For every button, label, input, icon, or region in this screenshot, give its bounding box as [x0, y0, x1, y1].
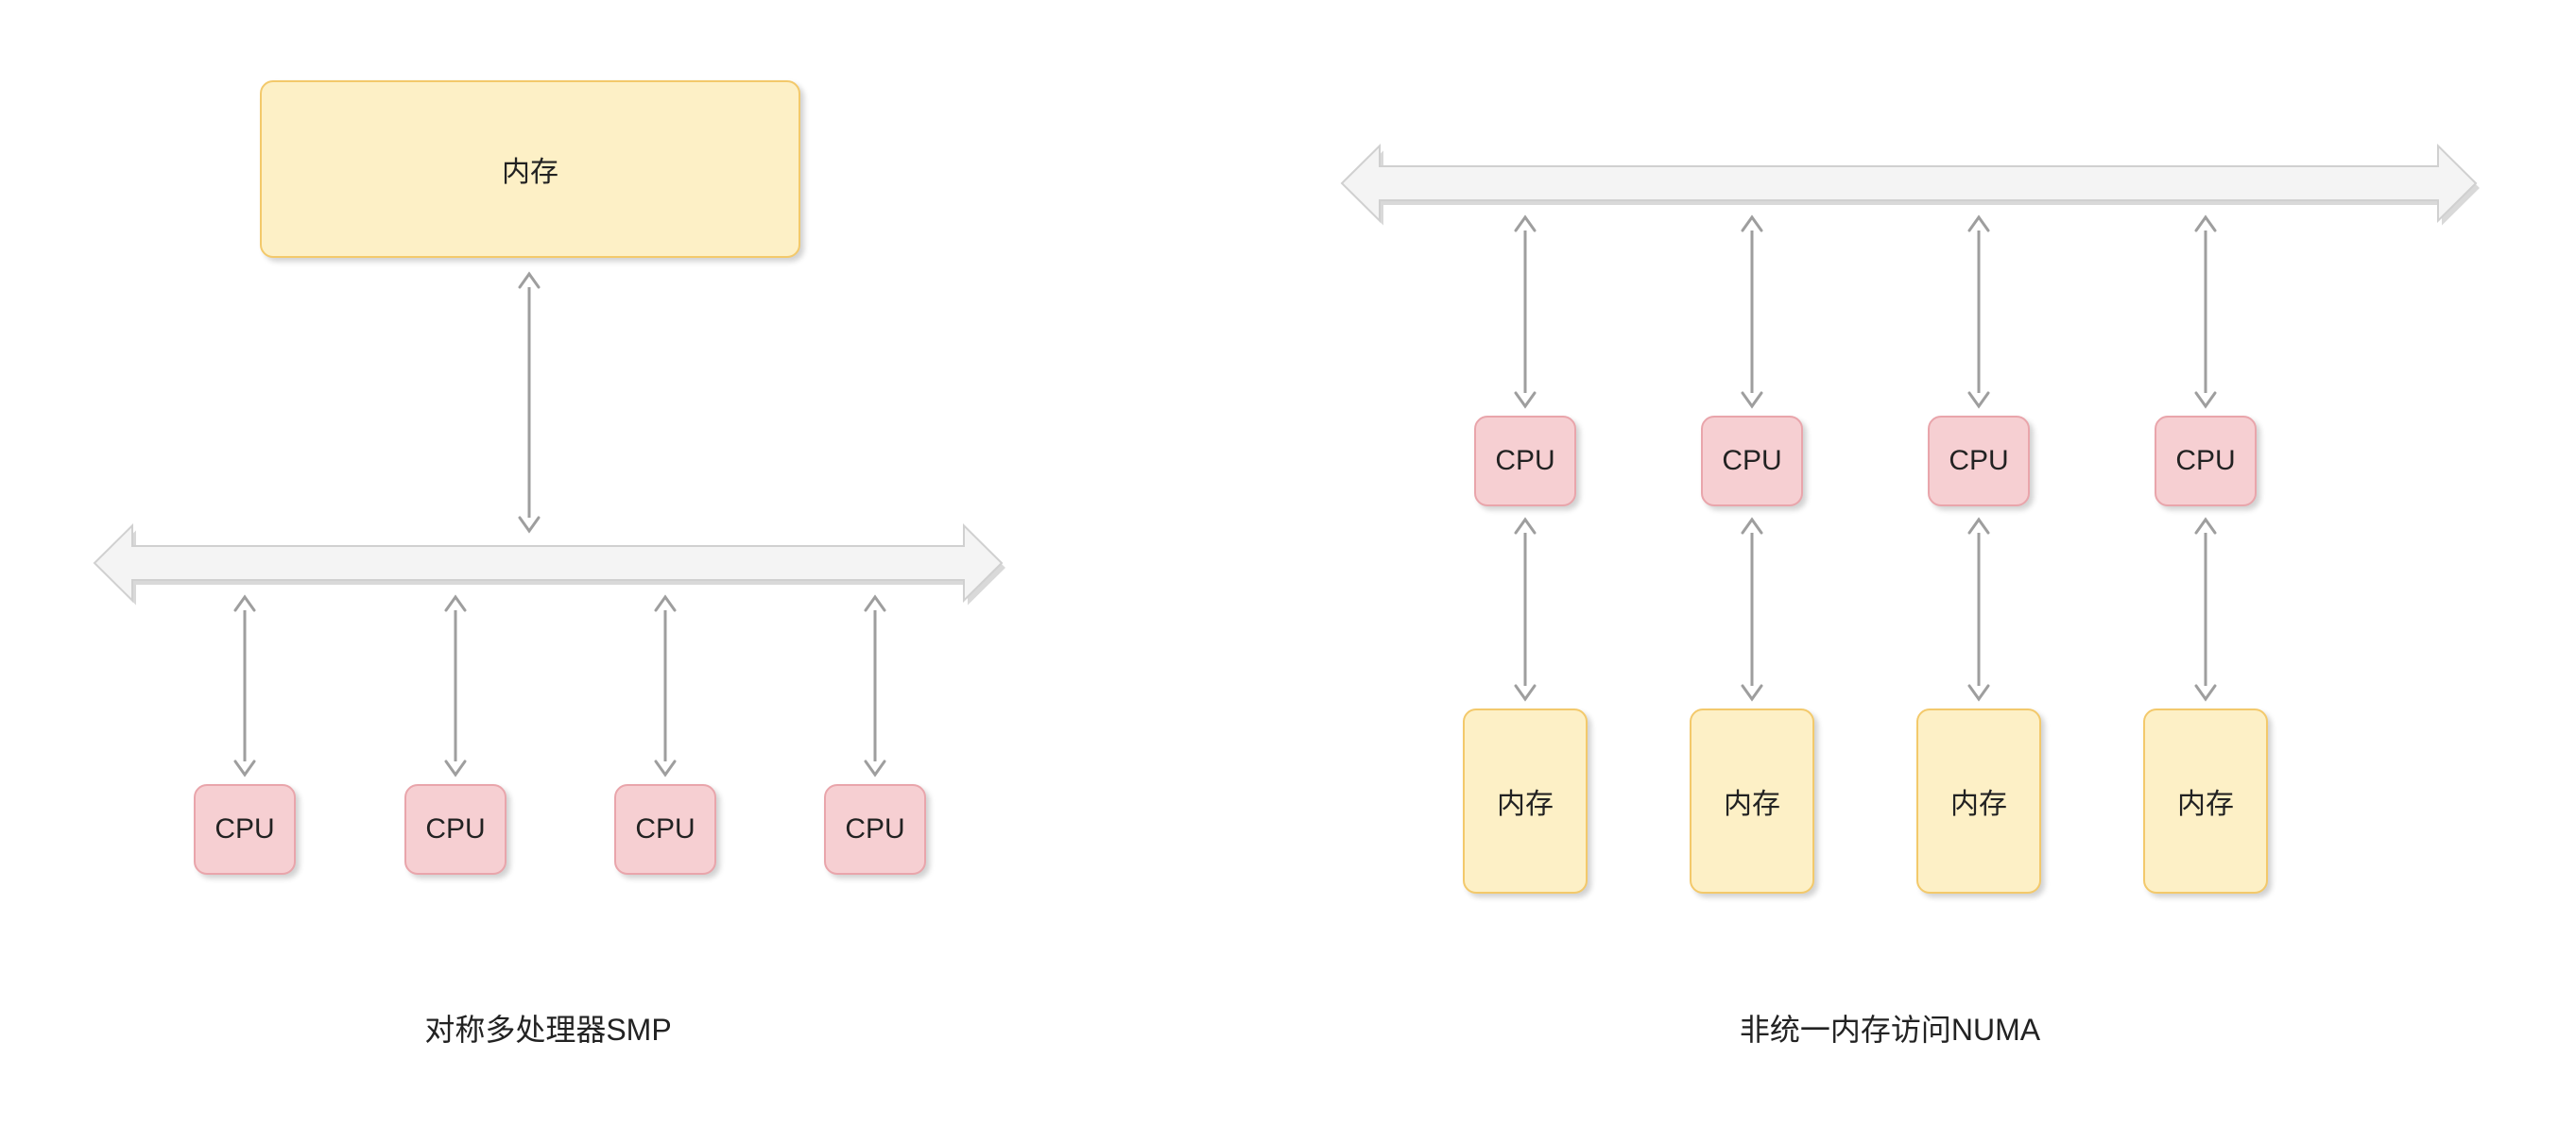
smp-cpu-2: CPU: [614, 784, 716, 875]
numa-cpu-0: CPU: [1474, 416, 1576, 506]
smp-cpu-3: CPU: [824, 784, 926, 875]
numa-cpu-2: CPU: [1928, 416, 2030, 506]
smp-cpu-0: CPU: [194, 784, 296, 875]
numa-cpu-1: CPU: [1701, 416, 1803, 506]
numa-mem-0: 内存: [1463, 709, 1588, 894]
numa-mem-1: 内存: [1690, 709, 1814, 894]
numa-caption: 非统一内存访问NUMA: [1701, 1006, 2079, 1050]
smp-cpu-1: CPU: [404, 784, 507, 875]
numa-mem-3: 内存: [2143, 709, 2268, 894]
numa-cpu-3: CPU: [2155, 416, 2257, 506]
smp-memory: 内存: [260, 80, 800, 258]
numa-mem-2: 内存: [1916, 709, 2041, 894]
smp-caption: 对称多处理器SMP: [378, 1006, 718, 1050]
